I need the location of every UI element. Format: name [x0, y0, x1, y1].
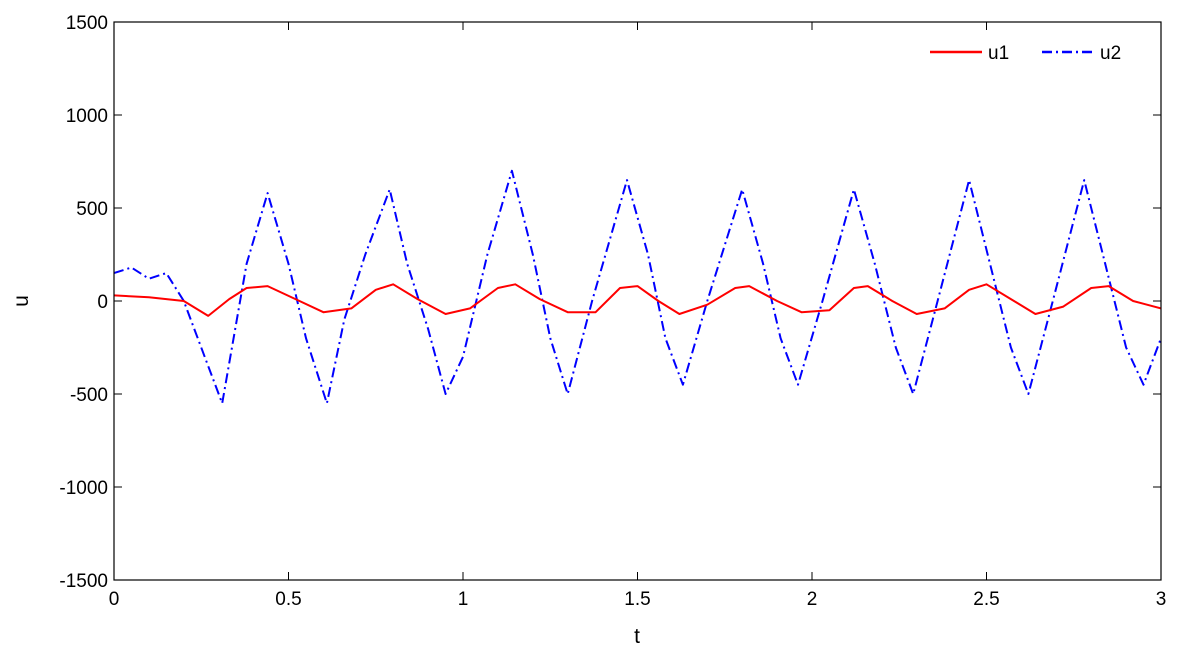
x-tick-label: 2.5: [973, 589, 999, 610]
y-tick-label: 1000: [66, 106, 108, 127]
x-axis-label: t: [634, 625, 640, 648]
series-line-u1: [114, 283, 1161, 317]
x-axis: 0 0.5 1 1.5 2 2.5 3: [109, 22, 1167, 610]
plot-area: [114, 22, 1161, 580]
y-tick-label: -1000: [59, 478, 108, 499]
x-tick-label: 0.5: [275, 589, 301, 610]
legend-label-u2: u2: [1100, 43, 1121, 64]
series-line-u2: [114, 169, 1161, 405]
y-tick-label: -500: [70, 385, 108, 406]
x-tick-label: 0: [109, 589, 120, 610]
x-tick-label: 1: [458, 589, 469, 610]
series-layer: [114, 169, 1161, 405]
x-tick-label: 1.5: [624, 589, 650, 610]
x-tick-label: 2: [807, 589, 818, 610]
y-axis: 1500 1000 500 0 -500 -1000 -1500: [59, 13, 1161, 592]
y-tick-label: 500: [76, 199, 108, 220]
x-tick-label: 3: [1156, 589, 1167, 610]
y-tick-label: -1500: [59, 571, 108, 592]
y-axis-label: u: [10, 295, 33, 307]
y-tick-label: 1500: [66, 13, 108, 34]
y-tick-label: 0: [97, 292, 108, 313]
legend-label-u1: u1: [988, 43, 1009, 64]
legend: u1 u2: [922, 36, 1150, 66]
